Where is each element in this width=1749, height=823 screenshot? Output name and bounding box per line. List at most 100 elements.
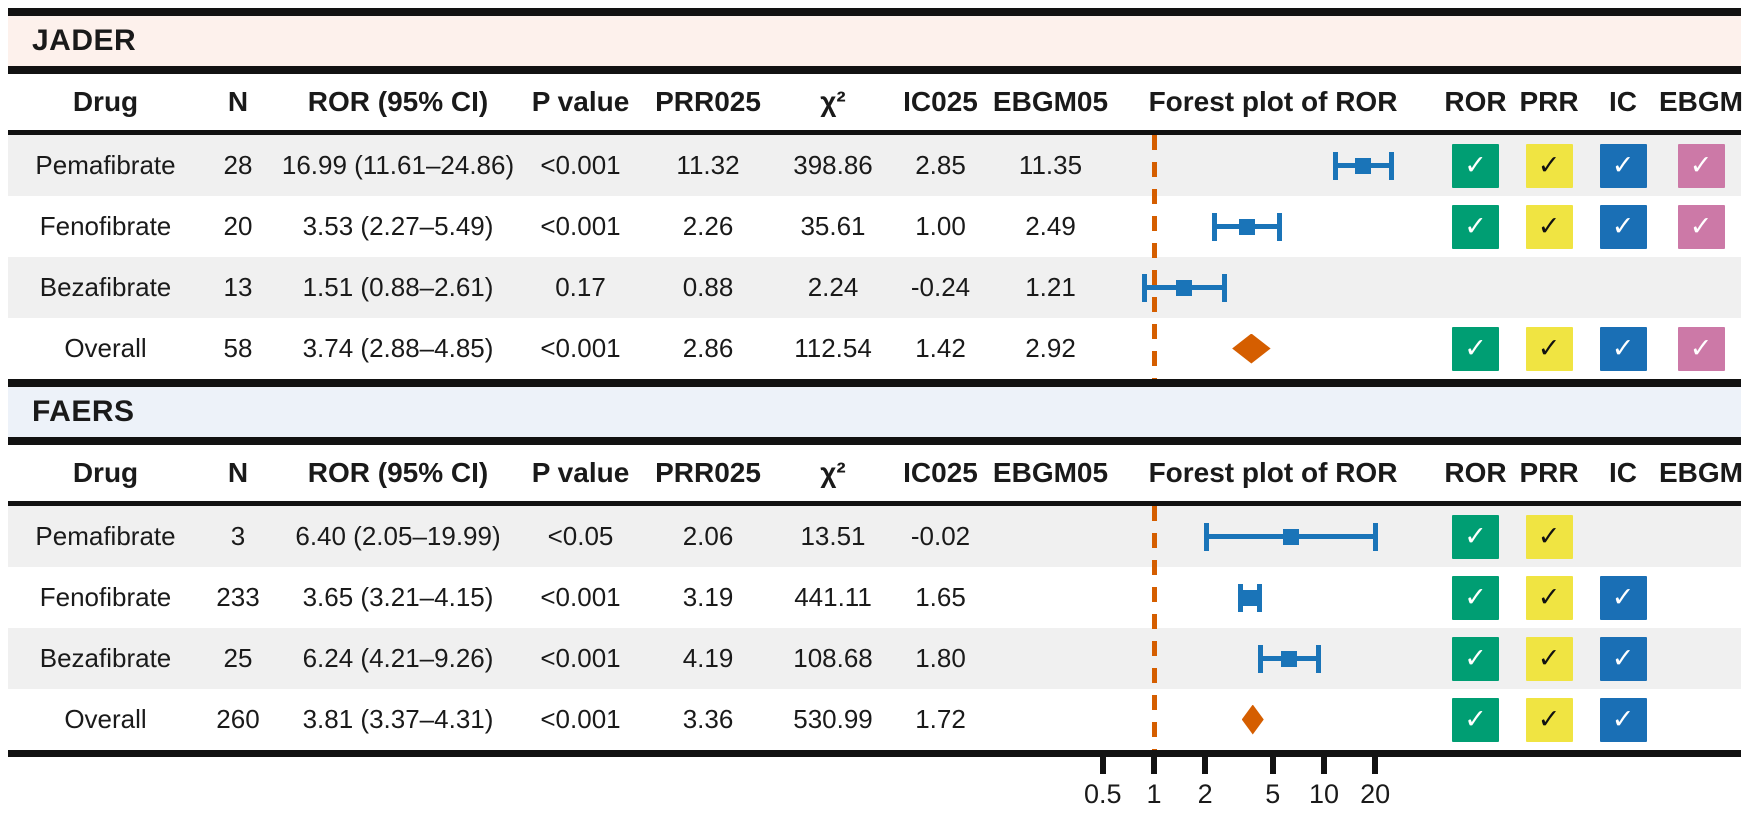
cell-n: 28 bbox=[223, 150, 253, 180]
cell-n: 58 bbox=[223, 333, 253, 363]
cell-n: 25 bbox=[223, 643, 253, 673]
cell-check_ebgm: ✓ bbox=[1661, 143, 1741, 188]
axis-tick bbox=[1372, 757, 1379, 774]
col-header-drug: Drug bbox=[72, 86, 139, 117]
ci-cap bbox=[1256, 583, 1262, 612]
cell-check_ic: ✓ bbox=[1585, 204, 1661, 249]
checkmark-icon: ✓ bbox=[1677, 204, 1725, 249]
cell-check_prr: ✓ bbox=[1513, 204, 1585, 249]
cell-ic025: 1.80 bbox=[915, 643, 966, 673]
forest-plot-cell bbox=[1108, 689, 1438, 750]
cell-check_ror: ✓ bbox=[1438, 204, 1513, 249]
cell-check_ror: ✓ bbox=[1438, 326, 1513, 371]
cell-p_value: <0.001 bbox=[540, 704, 621, 734]
cell-drug: Fenofibrate bbox=[39, 211, 172, 241]
forest-plot-cell bbox=[1108, 318, 1438, 379]
cell-ic025: -0.24 bbox=[910, 272, 971, 302]
cell-drug: Overall bbox=[64, 333, 147, 363]
col-header-ebgm05: EBGM05 bbox=[992, 457, 1109, 488]
table-row-jader-overall: Overall 58 3.74 (2.88–4.85) <0.001 2.86 112.5… bbox=[8, 318, 1741, 379]
cell-check_ror: ✓ bbox=[1438, 575, 1513, 620]
cell-n: 3 bbox=[230, 521, 246, 551]
cell-chi2: 35.61 bbox=[800, 211, 866, 241]
cell-check_prr: ✓ bbox=[1513, 143, 1585, 188]
table-row-faers-fenofibrate: Fenofibrate 233 3.65 (3.21–4.15) <0.001 3.19… bbox=[8, 567, 1741, 628]
cell-n: 13 bbox=[223, 272, 253, 302]
cell-ebgm05: 2.92 bbox=[1025, 333, 1076, 363]
cell-ebgm05: 11.35 bbox=[1018, 150, 1083, 180]
checkmark-icon: ✓ bbox=[1525, 326, 1573, 371]
col-header-chi2: χ² bbox=[820, 457, 846, 488]
cell-check_ic: ✓ bbox=[1585, 697, 1661, 742]
ci-cap bbox=[1372, 522, 1378, 551]
column-headers-faers: Drug N ROR (95% CI) P value PRR025 χ² IC025 EBG… bbox=[8, 445, 1743, 501]
cell-p_value: 0.17 bbox=[555, 272, 606, 302]
cell-prr025: 4.19 bbox=[682, 643, 734, 673]
cell-prr025: 3.19 bbox=[682, 582, 734, 612]
col-header-ic025: IC025 bbox=[903, 86, 978, 117]
rule bbox=[8, 66, 1741, 74]
cell-n: 260 bbox=[216, 704, 260, 734]
col-header-chi2: χ² bbox=[820, 86, 846, 117]
table-row-jader-pemafibrate: Pemafibrate 28 16.99 (11.61–24.86) <0.001 11… bbox=[8, 135, 1741, 196]
checkmark-icon: ✓ bbox=[1525, 204, 1573, 249]
ci-cap bbox=[1204, 522, 1210, 551]
col-header-n: N bbox=[227, 86, 249, 117]
col-header-forest: Forest plot of ROR bbox=[1148, 86, 1398, 117]
rule bbox=[8, 130, 1741, 135]
table-row-faers-bezafibrate: Bezafibrate 25 6.24 (4.21–9.26) <0.001 4.19 1… bbox=[8, 628, 1741, 689]
col-header-ror_ci: ROR (95% CI) bbox=[307, 86, 489, 117]
rule bbox=[8, 379, 1741, 387]
cell-ic025: -0.02 bbox=[910, 521, 971, 551]
checkmark-icon: ✓ bbox=[1525, 143, 1573, 188]
ci-cap bbox=[1212, 212, 1218, 241]
cell-p_value: <0.001 bbox=[540, 643, 621, 673]
reference-line bbox=[1151, 135, 1157, 379]
cell-drug: Bezafibrate bbox=[39, 272, 172, 302]
table-row-faers-pemafibrate: Pemafibrate 3 6.40 (2.05–19.99) <0.05 2.06 13… bbox=[8, 506, 1741, 567]
cell-check_ebgm: ✓ bbox=[1661, 326, 1741, 371]
axis-tick-label: 2 bbox=[1197, 779, 1213, 809]
rows-faers: Pemafibrate 3 6.40 (2.05–19.99) <0.05 2.06 13… bbox=[8, 506, 1741, 750]
checkmark-icon: ✓ bbox=[1452, 697, 1499, 742]
cell-prr025: 3.36 bbox=[682, 704, 734, 734]
cell-ror_ci: 6.40 (2.05–19.99) bbox=[295, 521, 501, 551]
ci-cap bbox=[1388, 151, 1394, 180]
axis-tick bbox=[1269, 757, 1276, 774]
checkmark-icon: ✓ bbox=[1452, 143, 1499, 188]
cell-check_prr: ✓ bbox=[1513, 514, 1585, 559]
rule bbox=[8, 501, 1741, 506]
ci-cap bbox=[1257, 644, 1263, 673]
cell-chi2: 112.54 bbox=[794, 333, 872, 363]
col-header-ror_ci: ROR (95% CI) bbox=[307, 457, 489, 488]
col-header-check_ic: IC bbox=[1609, 457, 1637, 488]
forest-plot-cell bbox=[1108, 506, 1438, 567]
col-header-check_prr: PRR bbox=[1519, 86, 1579, 117]
cell-prr025: 0.88 bbox=[682, 272, 734, 302]
col-header-p_value: P value bbox=[531, 457, 630, 488]
col-header-p_value: P value bbox=[531, 86, 630, 117]
axis-tick bbox=[1099, 757, 1106, 774]
cell-drug: Pemafibrate bbox=[35, 150, 176, 180]
column-headers-jader: Drug N ROR (95% CI) P value PRR025 χ² IC025 EBG… bbox=[8, 74, 1743, 130]
cell-chi2: 2.24 bbox=[807, 272, 859, 302]
col-header-check_ror: ROR bbox=[1444, 86, 1507, 117]
cell-drug: Overall bbox=[64, 704, 147, 734]
cell-check_prr: ✓ bbox=[1513, 575, 1585, 620]
cell-ror_ci: 1.51 (0.88–2.61) bbox=[302, 272, 494, 302]
forest-plot-cell bbox=[1108, 567, 1438, 628]
cell-check_ror: ✓ bbox=[1438, 143, 1513, 188]
col-header-n: N bbox=[227, 457, 249, 488]
cell-prr025: 11.32 bbox=[676, 150, 740, 180]
cell-check_prr: ✓ bbox=[1513, 697, 1585, 742]
point-estimate-marker bbox=[1281, 650, 1298, 667]
point-estimate-marker bbox=[1283, 528, 1300, 545]
ci-cap bbox=[1332, 151, 1338, 180]
cell-check_ic: ✓ bbox=[1585, 143, 1661, 188]
axis-tick-label: 10 bbox=[1308, 779, 1340, 809]
x-axis-ticks: 0.5 1 2 5 10 20 bbox=[8, 757, 1741, 823]
checkmark-icon: ✓ bbox=[1452, 514, 1499, 559]
checkmark-icon: ✓ bbox=[1452, 204, 1499, 249]
checkmark-icon: ✓ bbox=[1599, 326, 1647, 371]
